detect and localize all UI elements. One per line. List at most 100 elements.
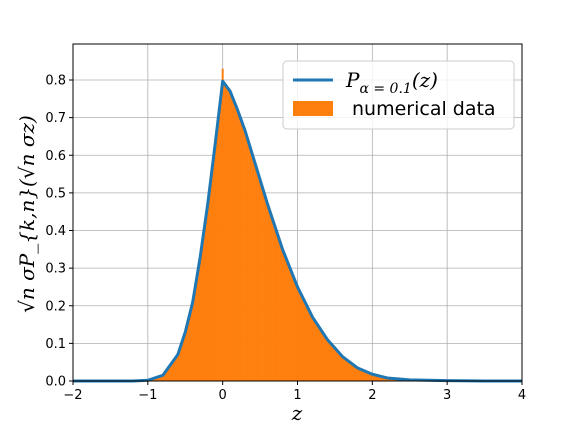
histogram-bar xyxy=(201,241,204,381)
histogram-bar xyxy=(342,357,345,381)
fitted-curve-line xyxy=(73,79,522,383)
histogram-bar xyxy=(288,266,291,381)
histogram-bar xyxy=(363,370,366,381)
legend-bar-swatch xyxy=(293,101,333,116)
histogram-bar xyxy=(307,309,310,381)
histogram-bar xyxy=(215,137,217,381)
y-tick-label: 0.5 xyxy=(45,186,66,201)
histogram-bar xyxy=(188,317,191,381)
histogram-bar xyxy=(276,233,279,381)
histogram-bar xyxy=(369,373,372,381)
histogram-bar xyxy=(155,377,158,381)
histogram-bar xyxy=(227,88,229,382)
histogram-bar xyxy=(198,261,201,381)
histogram-bar xyxy=(185,329,188,381)
histogram-bar xyxy=(339,354,342,381)
y-tick-label: 0.2 xyxy=(45,299,66,314)
histogram-bar xyxy=(165,370,168,381)
histogram-bar xyxy=(243,128,246,381)
histogram-bar xyxy=(282,251,285,381)
histogram-bar xyxy=(161,375,164,381)
histogram-bar xyxy=(376,375,379,381)
y-tick-label: 0.8 xyxy=(45,74,66,89)
histogram-bar xyxy=(322,333,325,381)
x-axis-label: z xyxy=(291,401,303,425)
legend-histogram-label: numerical data xyxy=(352,98,496,120)
histogram-bar xyxy=(357,368,360,381)
histogram-bar xyxy=(177,352,180,381)
x-tick-label: −1 xyxy=(138,388,157,403)
histogram-bar xyxy=(279,242,282,381)
histogram-bar xyxy=(266,201,268,381)
legend-box xyxy=(282,60,515,130)
histogram-bar xyxy=(209,186,211,381)
histogram-bar xyxy=(192,297,195,381)
histogram-bar xyxy=(301,297,304,381)
histogram-bar xyxy=(299,291,301,381)
histogram-bar xyxy=(375,375,378,381)
histogram-bar xyxy=(255,167,258,381)
histogram-bar xyxy=(246,138,249,381)
histogram-bar xyxy=(203,230,206,381)
histogram-bar xyxy=(300,294,303,381)
histogram-bar xyxy=(303,300,306,381)
y-tick-label: 0.1 xyxy=(45,337,66,352)
histogram-bar xyxy=(200,251,203,381)
x-tick-label: 0 xyxy=(219,388,227,403)
histogram-bar xyxy=(179,347,182,381)
histogram-bar xyxy=(355,367,358,381)
histogram-bar xyxy=(231,96,234,382)
histogram-bar xyxy=(278,238,280,381)
histogram-bar xyxy=(328,342,331,381)
histogram-bar xyxy=(174,357,177,381)
x-tick-label: 1 xyxy=(293,388,301,403)
histogram-bar xyxy=(168,366,171,381)
histogram-bar xyxy=(254,162,256,381)
histogram-bar xyxy=(351,363,354,381)
histogram-bar xyxy=(248,143,250,381)
histogram-bar xyxy=(309,312,312,381)
histogram-bar xyxy=(370,373,373,381)
histogram-bar xyxy=(264,196,267,381)
histogram-bar xyxy=(361,370,364,381)
histogram-bar xyxy=(224,84,226,382)
histogram-bar xyxy=(337,352,340,381)
legend-curve-label: Pα = 0.1(z) xyxy=(345,68,438,97)
histogram-bar xyxy=(242,124,244,381)
histogram-bar xyxy=(313,320,316,381)
histogram-bar xyxy=(291,273,294,381)
histogram-bar xyxy=(159,376,162,381)
histogram-bar xyxy=(197,270,200,381)
histogram-bar xyxy=(285,258,288,381)
histogram-bar xyxy=(267,206,270,381)
histogram-bar xyxy=(272,219,274,381)
histogram-bar xyxy=(270,215,273,381)
histogram-bars xyxy=(135,68,466,382)
histogram-bar xyxy=(182,338,185,381)
histogram-bar xyxy=(245,133,247,381)
histogram-bar xyxy=(343,358,346,381)
histogram-bar xyxy=(379,376,382,381)
histogram-bar xyxy=(331,345,334,381)
y-axis-label: √n σP_{k,n}(√n σz) xyxy=(15,115,39,313)
histogram-bar xyxy=(348,361,351,381)
histogram-peak-bar xyxy=(221,68,224,382)
curve-group xyxy=(73,79,522,383)
histogram-bar xyxy=(240,120,243,381)
histogram-bar xyxy=(382,377,385,381)
histogram-bar xyxy=(330,343,333,381)
legend: Pα = 0.1(z) numerical data xyxy=(282,60,515,130)
y-tick-label: 0.4 xyxy=(45,224,66,239)
histogram-bar xyxy=(290,270,292,381)
y-tick-label: 0.6 xyxy=(45,149,66,164)
histogram-bar xyxy=(191,305,194,381)
histogram-bar xyxy=(304,303,307,381)
histogram-bar xyxy=(158,376,161,381)
histogram-bar xyxy=(186,323,189,381)
x-tick-label: 3 xyxy=(443,388,451,403)
histogram-bar xyxy=(183,334,186,381)
histogram-bar xyxy=(296,285,298,381)
histogram-bar xyxy=(367,372,370,381)
histogram-bar xyxy=(306,306,309,381)
histogram-bar xyxy=(213,149,216,381)
